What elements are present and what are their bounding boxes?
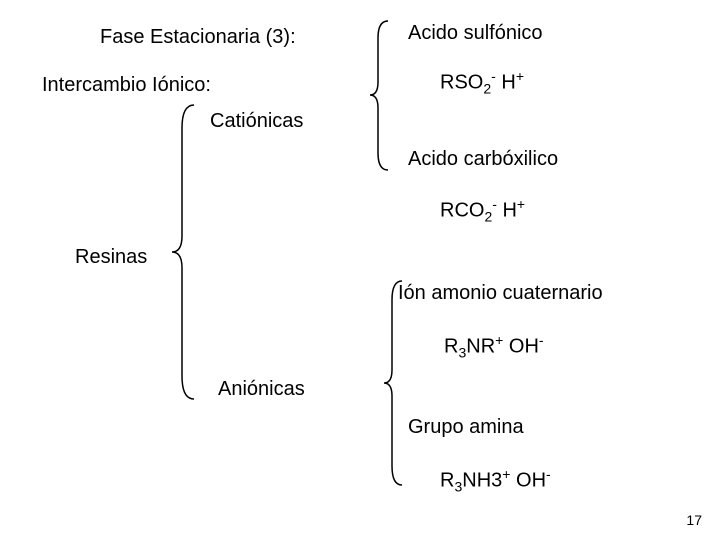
formula-text: OH [503,336,539,358]
formula-sup: - [546,466,551,482]
formula-text: R [440,470,454,492]
leaf-amonio-formula: R3NR+ OH- [444,332,544,361]
leaf-amonio: Ión amonio cuaternario [398,282,603,305]
formula-text: H [496,72,516,94]
formula-text: H [497,200,517,222]
leaf-amina-formula: R3NH3+ OH- [440,466,551,495]
formula-sup: + [516,68,524,84]
formula-text: OH [510,470,546,492]
formula-sub: 2 [483,81,491,97]
leaf-sulfonico-formula: RSO2- H+ [440,68,524,97]
branch-anionicas: Aniónicas [218,378,305,401]
page-number: 17 [686,512,702,528]
page-title: Fase Estacionaria (3): [100,26,296,49]
formula-text: NH [462,470,491,492]
leaf-sulfonico: Acido sulfónico [408,22,543,45]
heading-intercambio: Intercambio Iónico: [42,74,211,97]
root-resinas: Resinas [75,246,147,269]
brace-anionicas [380,278,410,488]
formula-sup: - [539,332,544,348]
leaf-carboxilico-formula: RCO2- H+ [440,196,525,225]
formula-text: 3 [491,470,502,492]
formula-text: R [444,336,458,358]
brace-cationicas [366,18,396,173]
formula-sup: + [517,196,525,212]
formula-text: NR [466,336,495,358]
leaf-carboxilico: Acido carbóxilico [408,148,558,171]
leaf-amina: Grupo amina [408,416,524,439]
formula-text: RSO [440,72,483,94]
formula-text: RCO [440,200,484,222]
brace-resinas [168,102,202,402]
branch-cationicas: Catiónicas [210,110,303,133]
